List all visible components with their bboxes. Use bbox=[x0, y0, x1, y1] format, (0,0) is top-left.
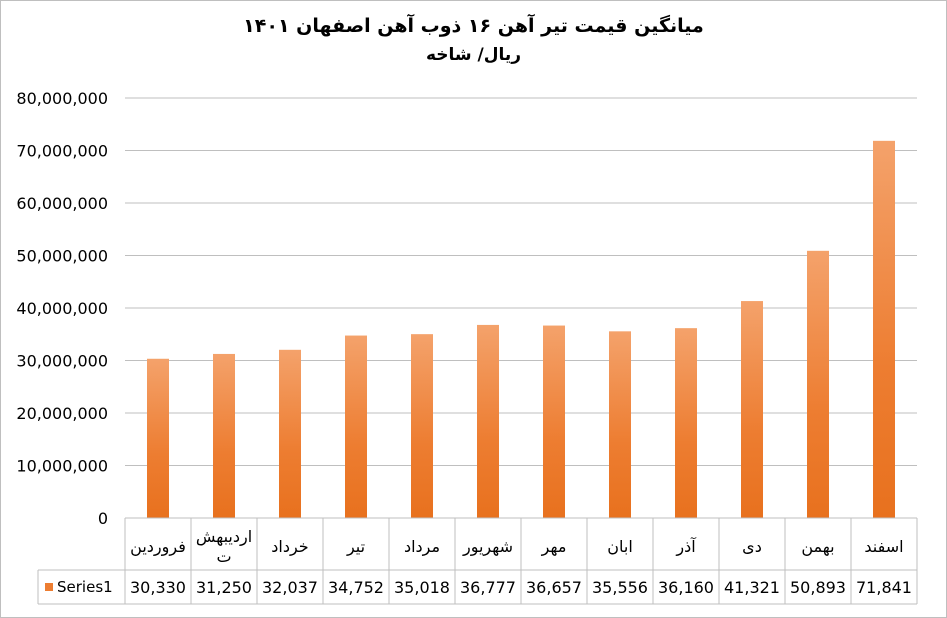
table-value: 50,893 bbox=[790, 578, 846, 597]
table-value: 32,037 bbox=[262, 578, 318, 597]
y-tick-label: 10,000,000 bbox=[16, 457, 108, 476]
table-value: 31,250 bbox=[196, 578, 252, 597]
bar bbox=[147, 358, 169, 518]
bar bbox=[477, 324, 499, 518]
gridlines bbox=[125, 97, 917, 466]
table-value: 41,321 bbox=[724, 578, 780, 597]
bar bbox=[411, 334, 433, 518]
category-label: فروردین bbox=[130, 537, 186, 557]
data-table: فروردین اردیبهش ت خرداد تیر مرداد شهریور مهر ابا… bbox=[37, 517, 918, 605]
bar bbox=[609, 331, 631, 518]
bar bbox=[213, 353, 235, 518]
category-label: دی bbox=[742, 537, 762, 556]
chart-subtitle: ریال/ شاخه bbox=[425, 45, 522, 65]
table-value: 36,657 bbox=[526, 578, 582, 597]
y-tick-label: 40,000,000 bbox=[16, 299, 108, 318]
chart-title: میانگین قیمت تیر آهن ۱۶ ذوب آهن اصفهان ۱… bbox=[243, 15, 704, 37]
y-axis-ticks: 0 10,000,000 20,000,000 30,000,000 40,000,00… bbox=[16, 89, 108, 528]
bars bbox=[147, 140, 895, 518]
y-tick-label: 30,000,000 bbox=[16, 352, 108, 371]
bar bbox=[741, 301, 763, 518]
category-label: مرداد bbox=[404, 537, 440, 557]
legend-key bbox=[45, 583, 53, 591]
legend-series-name: Series1 bbox=[57, 578, 113, 596]
table-value: 71,841 bbox=[856, 578, 912, 597]
category-label: مهر bbox=[541, 537, 567, 557]
category-label: اسفند bbox=[864, 537, 903, 556]
y-tick-label: 70,000,000 bbox=[16, 142, 108, 161]
bar bbox=[279, 349, 301, 518]
category-label: شهریور bbox=[462, 537, 513, 557]
category-label: بهمن bbox=[801, 537, 834, 557]
table-value: 35,556 bbox=[592, 578, 648, 597]
table-value: 35,018 bbox=[394, 578, 450, 597]
bar bbox=[675, 328, 697, 518]
table-value: 34,752 bbox=[328, 578, 384, 597]
y-tick-label: 80,000,000 bbox=[16, 89, 108, 108]
category-label: خرداد bbox=[271, 537, 308, 557]
table-value: 36,777 bbox=[460, 578, 516, 597]
bar bbox=[807, 250, 829, 518]
y-tick-label: 20,000,000 bbox=[16, 404, 108, 423]
bar bbox=[345, 335, 367, 518]
y-tick-label: 60,000,000 bbox=[16, 194, 108, 213]
bar bbox=[543, 325, 565, 518]
table-value: 36,160 bbox=[658, 578, 714, 597]
bar bbox=[873, 140, 895, 518]
table-value: 30,330 bbox=[130, 578, 186, 597]
category-label: تیر bbox=[346, 537, 365, 557]
category-label: اردیبهش ت bbox=[196, 527, 252, 566]
category-label: آذر bbox=[675, 537, 697, 557]
y-tick-label: 0 bbox=[98, 509, 108, 528]
y-tick-label: 50,000,000 bbox=[16, 247, 108, 266]
category-label: ابان bbox=[607, 537, 633, 556]
